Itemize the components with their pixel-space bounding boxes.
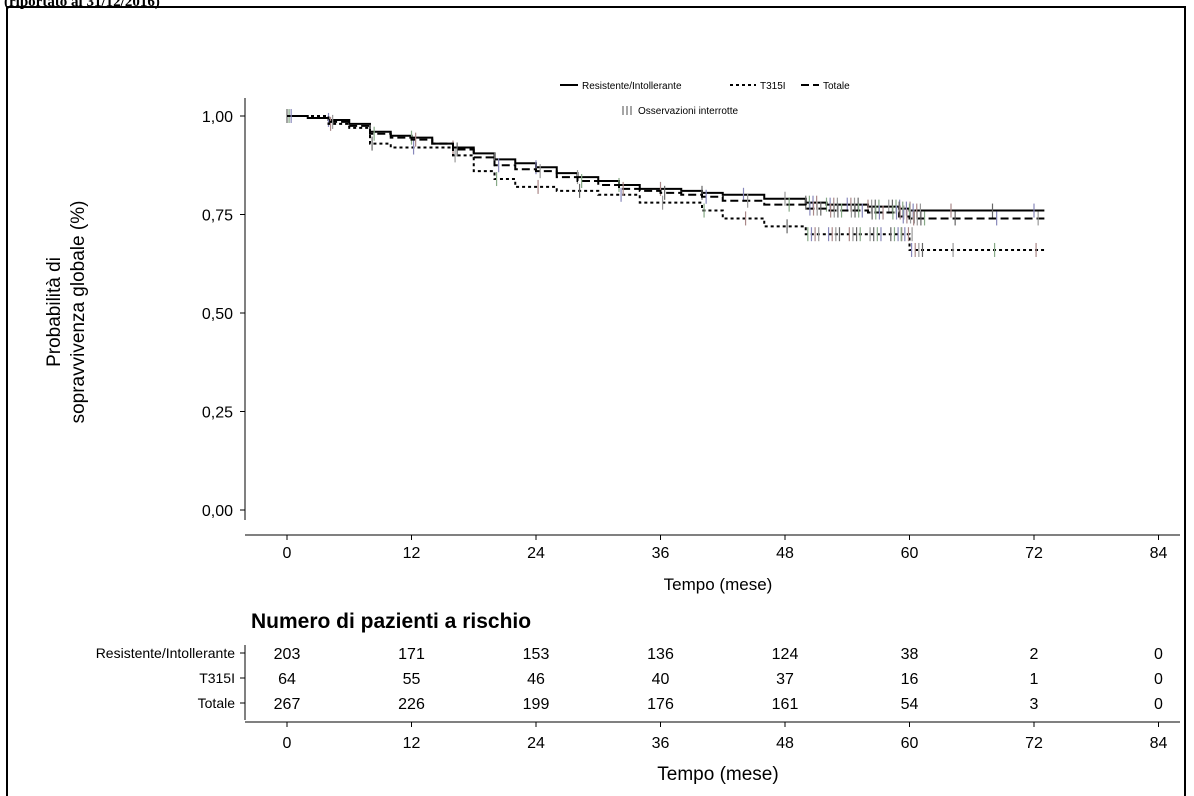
y-tick-label: 0,00	[202, 503, 233, 520]
page-caption: (riportato al 31/12/2016)	[4, 0, 160, 10]
legend-label-1: T315I	[760, 81, 786, 92]
risk-cell: 199	[523, 696, 550, 713]
risk-cell: 226	[398, 696, 425, 713]
risk-cell: 37	[776, 671, 794, 688]
risk-cell: 38	[901, 646, 919, 663]
x-tick-label: 24	[527, 545, 545, 562]
risk-x-tick-label: 48	[776, 735, 794, 752]
y-axis-label-line2: sopravvivenza globale (%)	[68, 201, 89, 424]
plot-area	[286, 109, 1045, 257]
risk-cell: 16	[901, 671, 919, 688]
risk-cell: 2	[1030, 646, 1039, 663]
risk-row-label: Totale	[198, 695, 236, 711]
y-axis-label-line1: Probabilità di	[44, 257, 65, 367]
risk-cell: 0	[1154, 696, 1163, 713]
x-tick-label: 84	[1150, 545, 1168, 562]
x-tick-label: 0	[283, 545, 292, 562]
risk-x-tick-label: 72	[1025, 735, 1043, 752]
legend-label-0: Resistente/Intollerante	[582, 81, 682, 92]
risk-cell: 267	[274, 696, 301, 713]
risk-x-tick-label: 60	[901, 735, 919, 752]
x-tick-label: 36	[652, 545, 670, 562]
risk-cell: 171	[398, 646, 425, 663]
y-tick-label: 0,75	[202, 208, 233, 225]
risk-x-tick-label: 84	[1150, 735, 1168, 752]
risk-cell: 55	[403, 671, 421, 688]
risk-cell: 1	[1030, 671, 1039, 688]
y-axis-label: Probabilità di sopravvivenza globale (%)	[44, 201, 89, 424]
risk-x-tick-label: 24	[527, 735, 545, 752]
series-line-0	[287, 115, 1045, 212]
legend-censor-label: Osservazioni interrotte	[638, 106, 738, 117]
x-axis-label: Tempo (mese)	[664, 575, 773, 594]
series-line-2	[287, 115, 1045, 220]
risk-cell: 3	[1030, 696, 1039, 713]
risk-cell: 124	[772, 646, 799, 663]
chart-axes: 0,00 0,25 0,50 0,75 1,00 0 12 24 36 48 60 72 84 Tempo…	[44, 98, 1180, 594]
risk-x-tick-label: 0	[283, 735, 292, 752]
risk-row-label: T315I	[199, 670, 235, 686]
risk-x-tick-label: 36	[652, 735, 670, 752]
y-tick-label: 0,50	[202, 306, 233, 323]
x-tick-label: 12	[403, 545, 421, 562]
risk-row-label: Resistente/Intollerante	[96, 645, 236, 661]
risk-cell: 40	[652, 671, 670, 688]
figure-frame	[6, 6, 1186, 796]
chart-legend: Resistente/Intollerante T315I Totale Osserv…	[560, 81, 850, 117]
legend-label-2: Totale	[823, 81, 850, 92]
risk-cell: 176	[647, 696, 674, 713]
y-tick-label: 1,00	[202, 109, 233, 126]
risk-x-axis-label: Tempo (mese)	[657, 764, 778, 785]
risk-cell: 54	[901, 696, 919, 713]
x-tick-label: 60	[901, 545, 919, 562]
risk-table-title: Numero di pazienti a rischio	[251, 610, 531, 633]
x-tick-label: 72	[1025, 545, 1043, 562]
risk-cell: 203	[274, 646, 301, 663]
risk-cell: 161	[772, 696, 799, 713]
risk-cell: 46	[527, 671, 545, 688]
risk-cell: 136	[647, 646, 674, 663]
risk-cell: 64	[278, 671, 296, 688]
risk-x-tick-label: 12	[403, 735, 421, 752]
y-tick-label: 0,25	[202, 405, 233, 422]
risk-cell: 153	[523, 646, 550, 663]
x-tick-label: 48	[776, 545, 794, 562]
risk-cell: 0	[1154, 671, 1163, 688]
risk-cell: 0	[1154, 646, 1163, 663]
risk-table: Numero di pazienti a rischio Resistente/I…	[96, 610, 1180, 785]
